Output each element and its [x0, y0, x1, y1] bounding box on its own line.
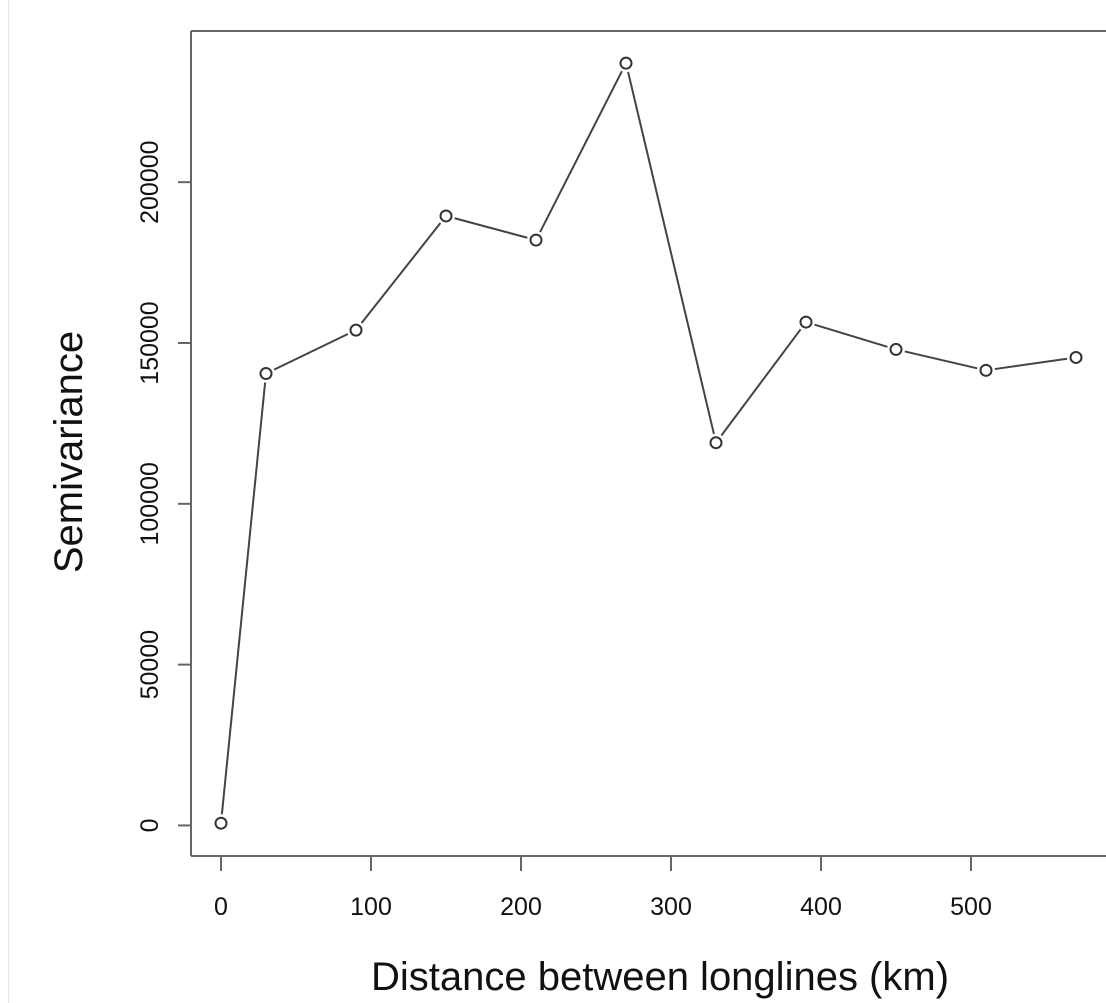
x-tick-label: 500: [950, 893, 992, 921]
y-tick-label: 0: [136, 818, 164, 832]
series-segment: [360, 222, 442, 324]
series-segment: [904, 350, 978, 370]
x-tick-label: 200: [500, 893, 542, 921]
x-tick-label: 100: [350, 893, 392, 921]
series-segment: [273, 333, 349, 371]
data-point: [709, 436, 723, 450]
y-tick-label: 150000: [136, 301, 164, 384]
series-segment: [994, 357, 1068, 371]
data-point: [979, 363, 993, 377]
series-segment: [627, 71, 715, 435]
data-point: [259, 367, 273, 381]
y-axis: 0 50000 100000 150000 200000: [136, 140, 191, 832]
y-tick-label: 200000: [136, 140, 164, 223]
data-point: [889, 342, 903, 356]
series-segment: [220, 382, 267, 815]
series-segment: [720, 328, 802, 437]
x-axis: 0 100 200 300 400 500: [214, 856, 992, 921]
x-axis-title: Distance between longlines (km): [371, 955, 949, 999]
series-segment: [539, 70, 623, 233]
data-point: [439, 209, 453, 223]
x-tick-label: 300: [650, 893, 692, 921]
data-point: [1069, 350, 1083, 364]
x-tick-label: 400: [800, 893, 842, 921]
series-segment: [814, 323, 888, 348]
series-group: [214, 56, 1083, 830]
data-point: [619, 56, 633, 70]
data-point: [799, 315, 813, 329]
data-point: [349, 323, 363, 337]
x-tick-label: 0: [214, 893, 228, 921]
series-segment: [454, 217, 528, 239]
plot-frame: [190, 30, 1106, 857]
left-edge-rule: [8, 0, 9, 1003]
data-point: [529, 233, 543, 247]
data-point: [214, 816, 228, 830]
y-tick-label: 50000: [136, 630, 164, 700]
y-axis-title: Semivariance: [47, 331, 91, 573]
y-tick-label: 100000: [136, 462, 164, 545]
